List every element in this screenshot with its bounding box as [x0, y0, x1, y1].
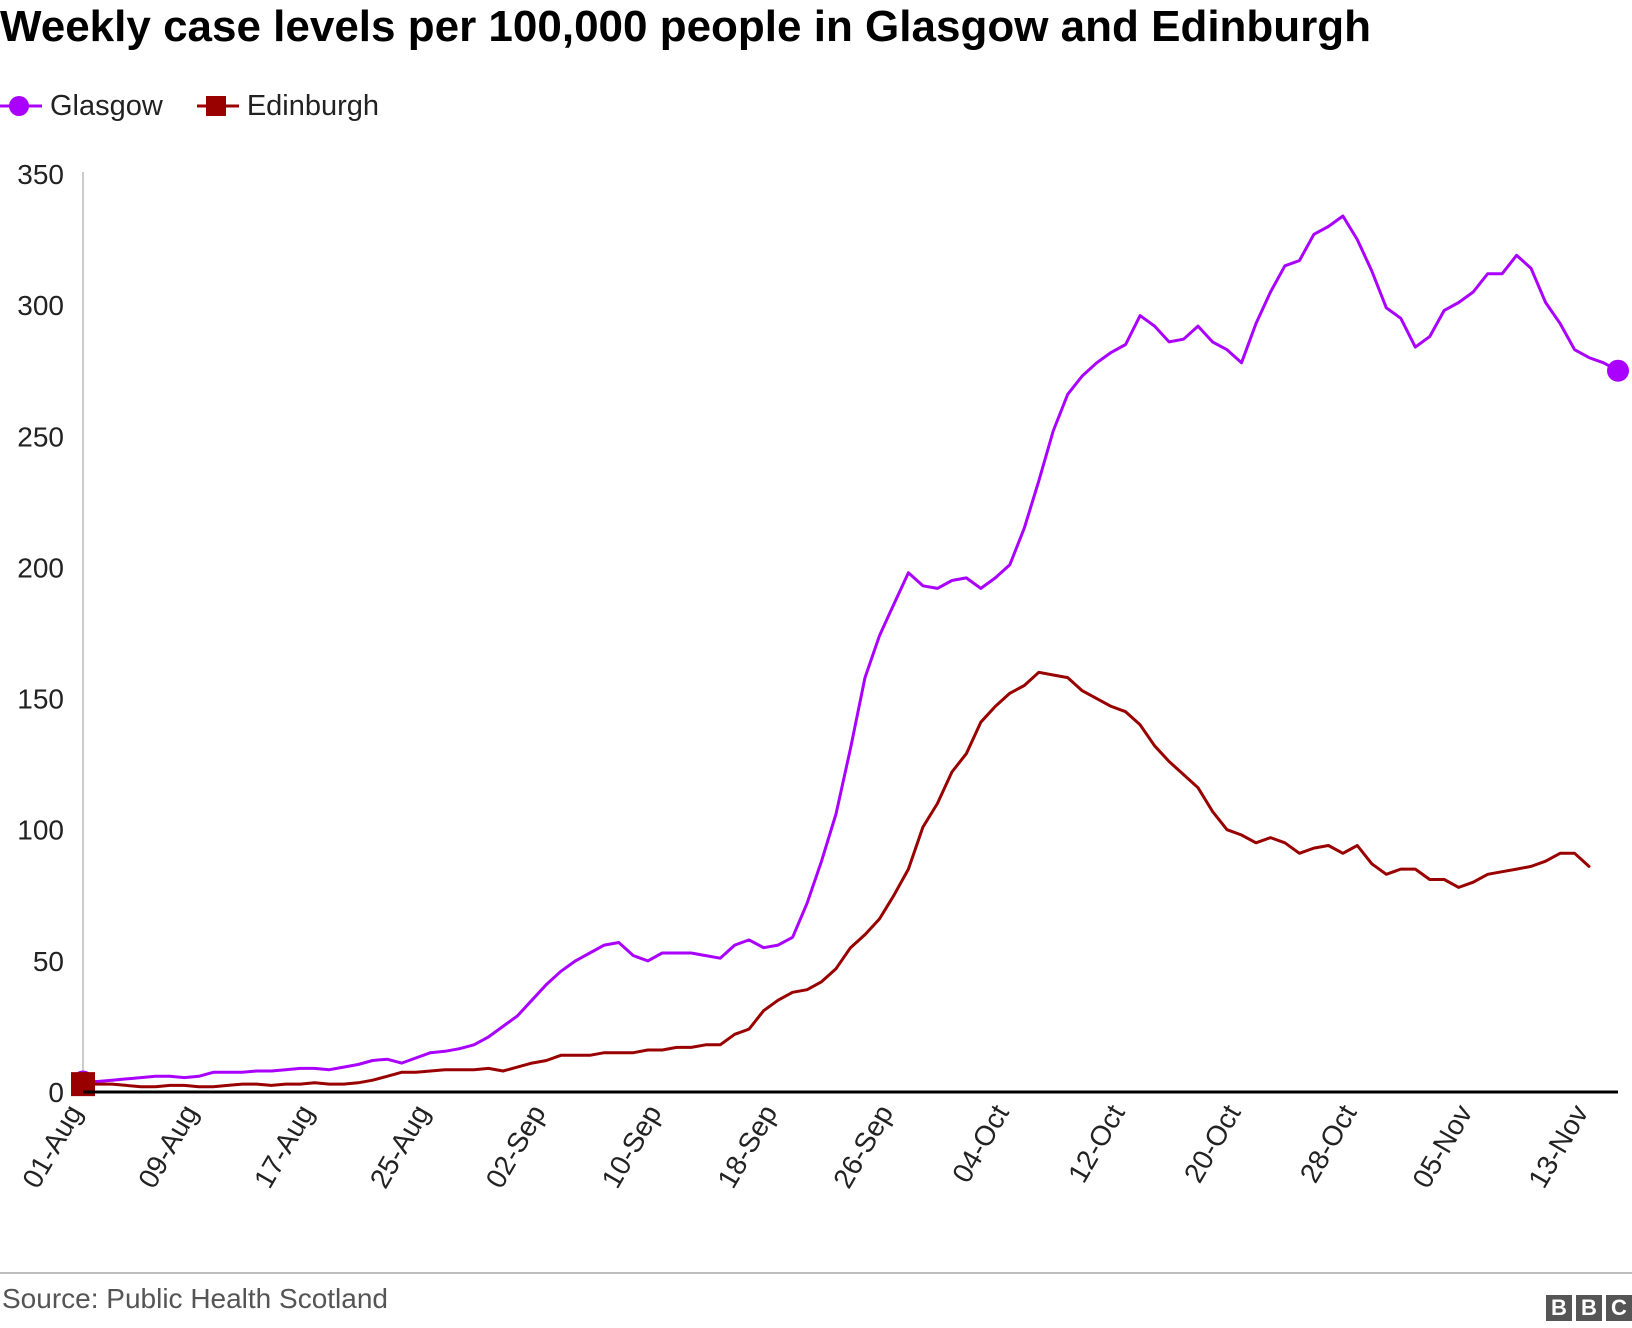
- chart-legend: Glasgow Edinburgh: [0, 84, 413, 128]
- source-note: Source: Public Health Scotland: [2, 1283, 388, 1314]
- series-point-glasgow-end: [1607, 359, 1629, 382]
- x-tick-label: 01-Aug: [16, 1100, 88, 1194]
- y-tick-label: 150: [17, 684, 64, 715]
- x-tick-label: 26-Sep: [827, 1100, 899, 1194]
- x-tick-label: 05-Nov: [1406, 1100, 1478, 1194]
- y-tick-label: 0: [48, 1077, 64, 1108]
- series-line-edinburgh: [81, 670, 1591, 1089]
- y-tick-label: 200: [17, 552, 64, 583]
- x-tick-label: 13-Nov: [1522, 1100, 1594, 1194]
- x-tick-label: 10-Sep: [595, 1100, 667, 1194]
- x-tick-label: 12-Oct: [1062, 1099, 1131, 1187]
- footer-divider: [0, 1272, 1632, 1274]
- line-chart: 0 50 100 150 200 250 300 350 01-Aug 09-Aug 17-Aug 2…: [16, 159, 1629, 1194]
- legend-label-edinburgh: Edinburgh: [246, 89, 380, 122]
- legend-item-edinburgh: Edinburgh: [196, 89, 380, 123]
- x-tick-label: 25-Aug: [364, 1100, 436, 1194]
- x-tick-label: 28-Oct: [1294, 1099, 1363, 1187]
- legend-square-marker: [196, 96, 239, 116]
- x-tick-label: 02-Sep: [480, 1100, 552, 1194]
- y-tick-label: 300: [17, 290, 64, 321]
- x-tick-label: 20-Oct: [1178, 1099, 1247, 1187]
- y-tick-label: 50: [33, 946, 64, 977]
- chart-title: Weekly case levels per 100,000 people in…: [0, 2, 1372, 51]
- y-tick-label: 100: [17, 815, 64, 846]
- legend-label-glasgow: Glasgow: [50, 89, 163, 122]
- x-tick-label: 09-Aug: [132, 1100, 204, 1194]
- y-tick-label: 250: [17, 421, 64, 452]
- x-tick-label: 17-Aug: [248, 1100, 320, 1194]
- legend-circle-marker: [0, 96, 42, 116]
- series-line-glasgow: [81, 214, 1620, 1083]
- x-tick-label: 04-Oct: [946, 1099, 1015, 1187]
- x-tick-label: 18-Sep: [711, 1100, 783, 1194]
- y-tick-label: 350: [17, 159, 64, 190]
- legend-item-glasgow: Glasgow: [0, 90, 163, 123]
